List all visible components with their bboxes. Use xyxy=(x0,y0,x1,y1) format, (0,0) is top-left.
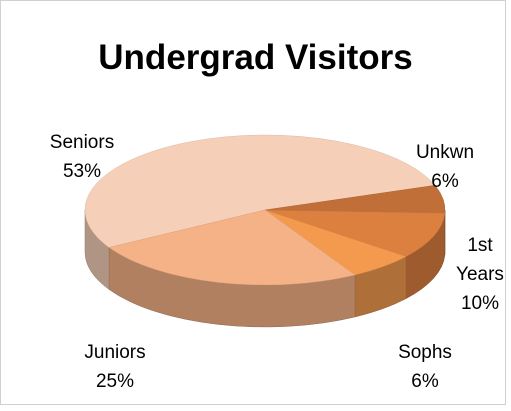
data-label: Unkwn 6% xyxy=(405,138,485,196)
chart-title: Undergrad Visitors xyxy=(98,38,413,77)
value-label: 6% xyxy=(431,171,459,192)
category-label: Seniors xyxy=(49,132,115,153)
value-label: 6% xyxy=(411,371,439,392)
data-label: 1st Years 10% xyxy=(450,231,510,318)
data-label: Sophs 6% xyxy=(385,338,465,396)
category-label: Sophs xyxy=(398,342,452,363)
pie-slice xyxy=(84,134,436,248)
value-label: 10% xyxy=(460,293,500,314)
value-label: 25% xyxy=(95,371,135,392)
value-label: 53% xyxy=(62,161,102,182)
pie-slice xyxy=(108,209,356,286)
category-label: Unkwn xyxy=(415,142,475,163)
category-label: 1st Years xyxy=(456,235,504,285)
data-label: Seniors 53% xyxy=(27,128,137,186)
data-label: Juniors 25% xyxy=(60,338,170,396)
category-label: Juniors xyxy=(84,342,146,363)
pie-slice xyxy=(264,209,446,257)
